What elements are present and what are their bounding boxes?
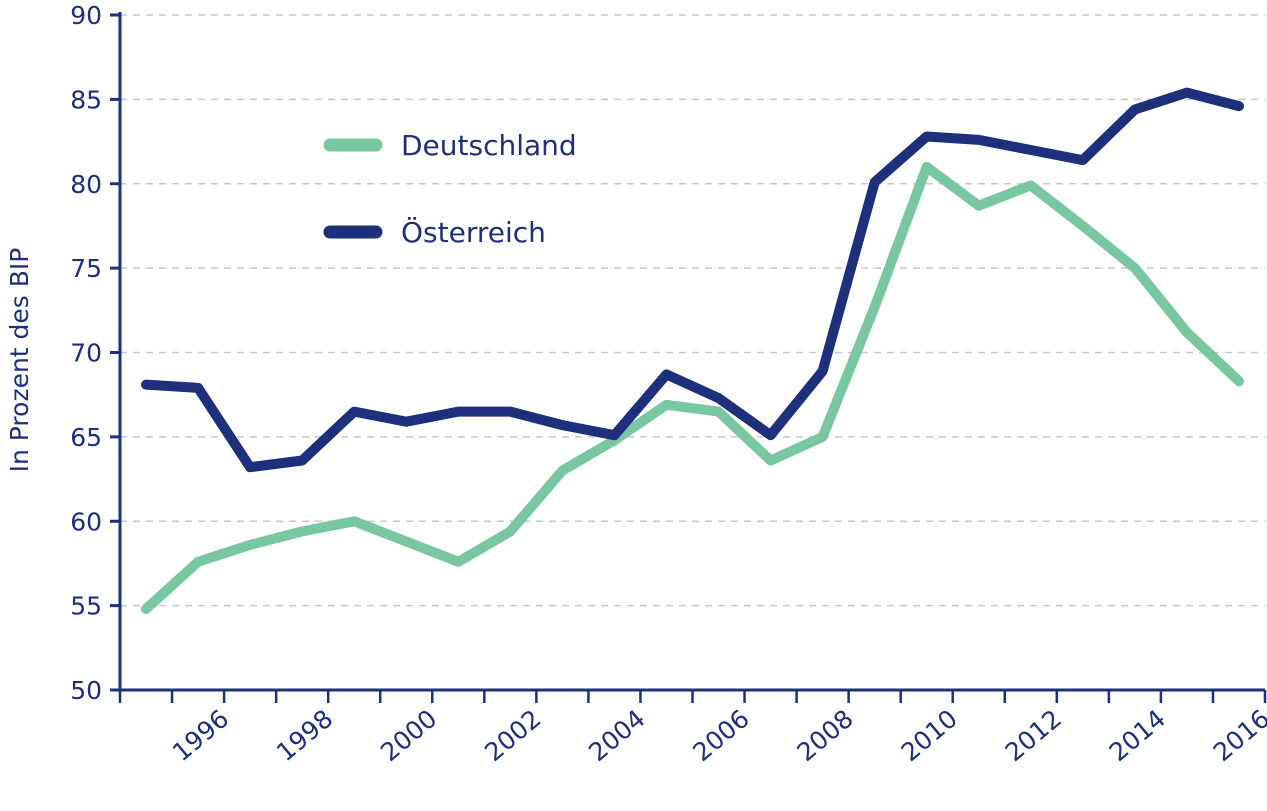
legend-label: Deutschland — [401, 129, 577, 162]
x-axis-ticks: 1996 1998 2000 2002 2004 2006 2008 2010 2012 2014… — [118, 690, 1267, 767]
y-tick-label: 75 — [70, 254, 102, 283]
x-tick-label: 2010 — [896, 704, 963, 767]
legend: Deutschland Österreich — [323, 129, 577, 249]
y-tick-label: 50 — [70, 676, 102, 705]
x-tick-label: 2006 — [687, 704, 754, 767]
x-tick-label: 2004 — [583, 704, 650, 767]
y-tick-label: 90 — [70, 1, 102, 30]
series-line-österreich — [141, 87, 1244, 473]
y-axis-label: In Prozent des BIP — [5, 248, 34, 473]
x-tick-label: 2000 — [375, 704, 442, 767]
y-tick-label: 85 — [70, 85, 102, 114]
series-line-deutschland — [141, 161, 1244, 614]
y-tick-label: 55 — [70, 592, 102, 621]
legend-label: Österreich — [401, 215, 546, 249]
x-tick-label: 2014 — [1104, 704, 1171, 767]
y-tick-label: 65 — [70, 423, 102, 452]
x-tick-label: 2008 — [791, 704, 858, 767]
x-tick-label: 1998 — [271, 704, 338, 767]
x-tick-label: 2002 — [479, 704, 546, 767]
y-tick-label: 70 — [70, 339, 102, 368]
y-tick-label: 60 — [70, 507, 102, 536]
x-tick-label: 2012 — [1000, 704, 1067, 767]
x-tick-label: 1996 — [167, 704, 234, 767]
y-tick-label: 80 — [70, 170, 102, 199]
gridlines — [120, 14, 1265, 607]
series-lines — [141, 87, 1244, 614]
y-axis-ticks: 50 55 60 65 70 75 80 85 90 — [70, 1, 120, 705]
axes — [118, 12, 1265, 692]
x-tick-label: 2016 — [1208, 704, 1267, 767]
